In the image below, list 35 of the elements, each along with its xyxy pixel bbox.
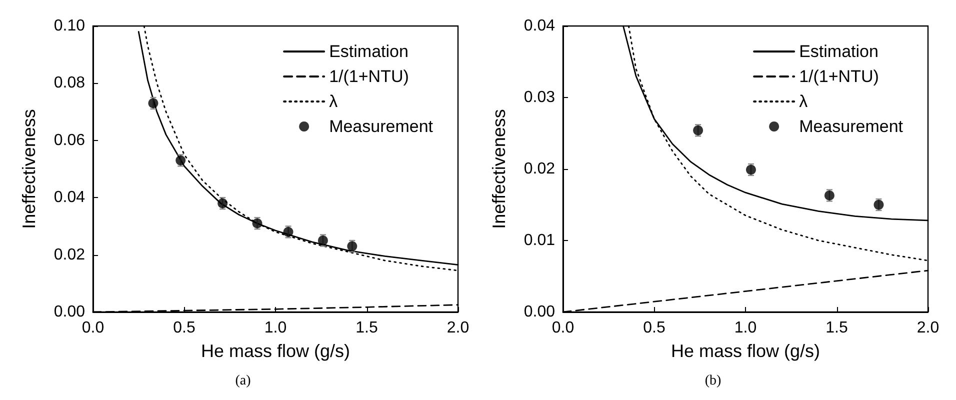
- legend-label: 1/(1+NTU): [799, 67, 879, 86]
- x-tick-label: 0.5: [643, 320, 666, 336]
- x-axis-title: He mass flow (g/s): [200, 341, 350, 361]
- y-tick-label: 0.10: [54, 18, 86, 34]
- y-axis-title: Ineffectiveness: [19, 109, 39, 229]
- y-tick-label: 0.02: [524, 160, 556, 178]
- x-tick-label: 2.0: [916, 320, 940, 336]
- y-tick-label: 0.00: [54, 304, 86, 320]
- y-tick-label: 0.01: [524, 232, 556, 249]
- legend-label: Estimation: [329, 42, 408, 61]
- y-tick-label: 0.03: [524, 89, 556, 106]
- x-tick-label: 0.0: [552, 320, 574, 336]
- x-tick-label: 2.0: [446, 320, 470, 336]
- y-tick-label: 0.02: [54, 246, 86, 264]
- x-tick-label: 1.5: [356, 320, 378, 336]
- y-tick-label: 0.08: [54, 74, 86, 92]
- y-tick-label: 0.06: [54, 132, 86, 149]
- legend-label: 1/(1+NTU): [329, 67, 409, 86]
- legend-label: Estimation: [799, 42, 878, 61]
- x-tick-label: 1.0: [734, 320, 757, 336]
- x-axis-title: He mass flow (g/s): [670, 341, 820, 361]
- legend-label: Measurement: [329, 117, 434, 136]
- text: (a): [235, 374, 252, 388]
- y-axis-title: Ineffectiveness: [489, 109, 509, 229]
- y-tick-label: 0.04: [524, 18, 556, 34]
- y-tick-label: 0.00: [524, 304, 556, 320]
- x-tick-label: 1.5: [826, 320, 848, 336]
- x-tick-label: 0.5: [173, 320, 196, 336]
- x-tick-label: 0.0: [82, 320, 104, 336]
- text: (b): [704, 374, 722, 388]
- x-tick-label: 1.0: [264, 320, 287, 336]
- legend-label: λ: [799, 92, 808, 111]
- y-tick-label: 0.04: [54, 189, 86, 206]
- legend-label: Measurement: [799, 117, 904, 136]
- legend-label: λ: [329, 92, 338, 111]
